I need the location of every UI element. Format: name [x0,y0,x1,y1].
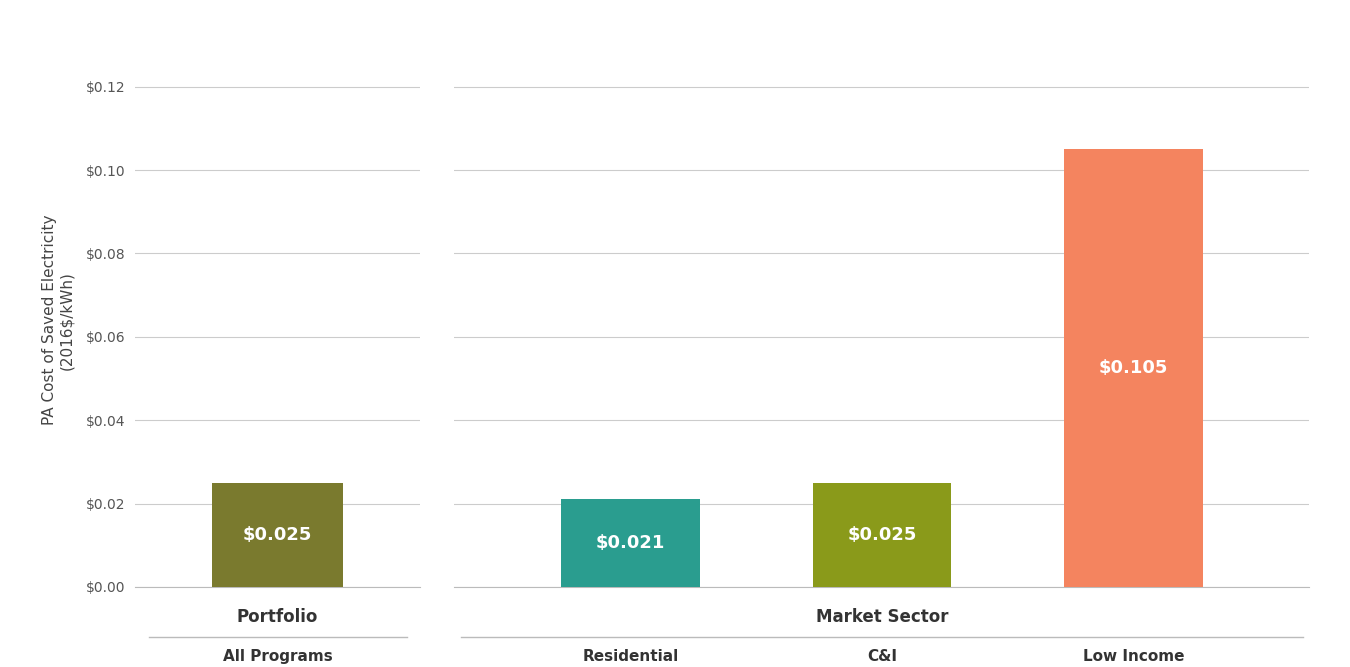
Text: Portfolio: Portfolio [236,608,319,626]
Text: Market Sector: Market Sector [815,608,948,626]
Text: Residential: Residential [582,650,679,664]
Text: $0.021: $0.021 [595,534,666,552]
Text: $0.025: $0.025 [848,526,917,544]
Text: $0.105: $0.105 [1099,359,1168,377]
Y-axis label: PA Cost of Saved Electricity
(2016$/kWh): PA Cost of Saved Electricity (2016$/kWh) [42,215,74,426]
Bar [212,483,343,587]
Bar [1064,149,1203,587]
Text: $0.025: $0.025 [243,526,312,544]
Text: All Programs: All Programs [223,650,332,664]
Text: C&I: C&I [867,650,896,664]
Text: Low Income: Low Income [1083,650,1184,664]
Bar [813,483,950,587]
Bar [562,500,699,587]
